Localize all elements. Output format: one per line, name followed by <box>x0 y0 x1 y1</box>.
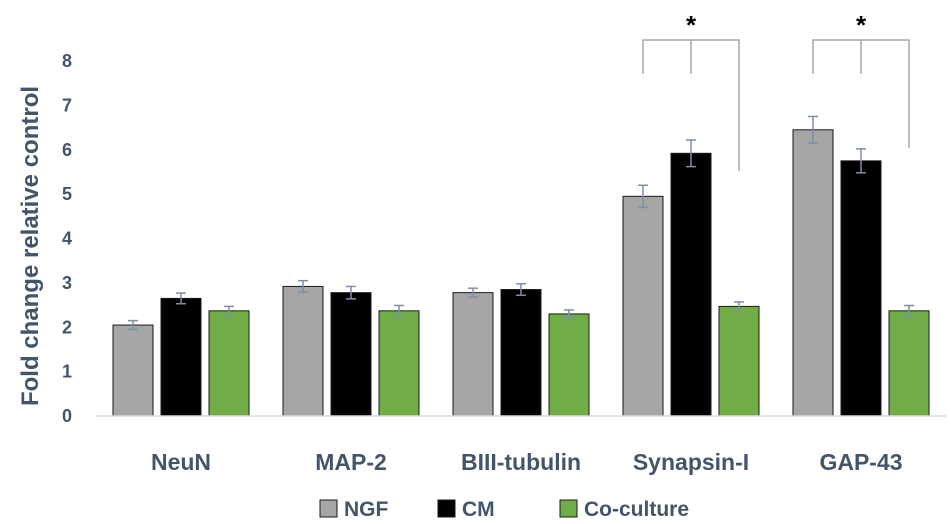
legend-label: Co-culture <box>584 498 689 521</box>
x-axis-categories: NeuN MAP-2 BIII-tubulin Synapsin-I GAP-43 <box>151 449 903 475</box>
bar-cm-neun <box>160 297 202 417</box>
y-tick-label: 0 <box>62 406 72 426</box>
y-tick-label: 3 <box>62 273 72 293</box>
bars <box>112 115 930 417</box>
x-category-label: Synapsin-I <box>633 449 749 475</box>
y-tick-label: 7 <box>62 95 72 115</box>
legend-label: NGF <box>344 498 389 521</box>
bar-cm-synapsin-i <box>670 152 712 417</box>
y-tick-label: 6 <box>62 140 72 160</box>
x-category-label: MAP-2 <box>315 449 387 475</box>
bar-co-culture-gap-43 <box>888 310 930 417</box>
y-tick-label: 5 <box>62 184 72 204</box>
y-tick-label: 4 <box>62 229 72 249</box>
legend-swatch <box>437 499 456 518</box>
bar-cm-gap-43 <box>840 160 882 417</box>
bar-cm-map-2 <box>330 292 372 417</box>
y-tick-label: 8 <box>62 51 72 71</box>
bar-ngf-synapsin-i <box>622 195 664 417</box>
y-tick-label: 2 <box>62 317 72 337</box>
x-category-label: NeuN <box>151 449 211 475</box>
y-tick-label: 1 <box>62 362 72 382</box>
bar-co-culture-map-2 <box>378 310 420 417</box>
significance-star: * <box>856 10 867 40</box>
x-category-label: GAP-43 <box>819 449 902 475</box>
bar-co-culture-synapsin-i <box>718 305 760 417</box>
bar-co-culture-biii-tubulin <box>548 313 590 417</box>
legend-swatch <box>559 499 578 518</box>
significance-star: * <box>686 10 697 40</box>
legend-swatch <box>319 499 338 518</box>
bar-cm-biii-tubulin <box>500 289 542 417</box>
legend: NGF CM Co-culture <box>319 498 689 521</box>
significance-brackets: * * <box>642 10 910 172</box>
bar-ngf-map-2 <box>282 285 324 417</box>
bar-ngf-neun <box>112 324 154 417</box>
bar-co-culture-neun <box>208 310 250 417</box>
bar-ngf-gap-43 <box>792 129 834 417</box>
bar-ngf-biii-tubulin <box>452 292 494 417</box>
legend-label: CM <box>462 498 495 521</box>
x-category-label: BIII-tubulin <box>461 449 581 475</box>
y-axis-label: Fold change relative control <box>17 86 44 406</box>
y-axis-ticks: 0 1 2 3 4 5 6 7 8 <box>62 51 72 426</box>
